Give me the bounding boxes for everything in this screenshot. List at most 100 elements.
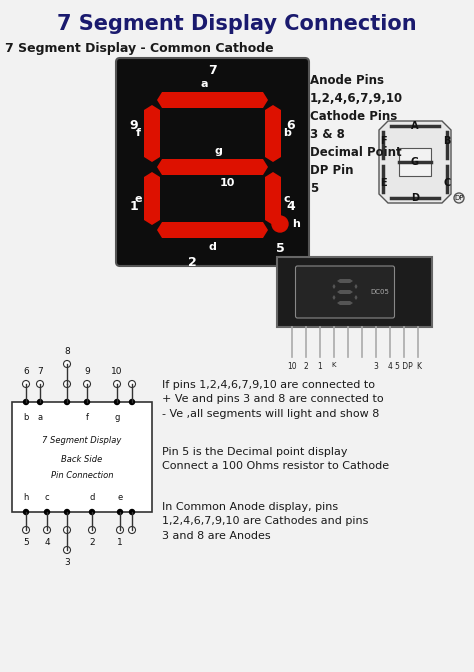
FancyBboxPatch shape — [399, 148, 431, 176]
Circle shape — [129, 509, 135, 515]
Polygon shape — [157, 222, 268, 238]
Polygon shape — [157, 92, 268, 108]
Text: G: G — [411, 157, 419, 167]
Circle shape — [90, 509, 94, 515]
Text: 4: 4 — [388, 362, 392, 371]
Text: C: C — [443, 177, 451, 187]
Circle shape — [22, 380, 29, 388]
Circle shape — [24, 509, 28, 515]
Text: DP: DP — [454, 195, 464, 201]
Polygon shape — [337, 279, 353, 283]
Text: DC05: DC05 — [371, 289, 390, 295]
Circle shape — [129, 399, 135, 405]
Text: 6: 6 — [287, 119, 295, 132]
Text: 9: 9 — [84, 367, 90, 376]
Circle shape — [117, 526, 124, 534]
Polygon shape — [337, 301, 353, 305]
Text: c: c — [283, 194, 290, 204]
Text: e: e — [134, 194, 142, 204]
Circle shape — [64, 509, 70, 515]
Circle shape — [118, 509, 122, 515]
Text: g: g — [114, 413, 120, 421]
Text: F: F — [380, 136, 386, 146]
FancyBboxPatch shape — [277, 257, 432, 327]
Text: D: D — [411, 193, 419, 203]
Text: Pin Connection: Pin Connection — [51, 471, 113, 480]
Text: c: c — [45, 493, 49, 503]
Circle shape — [272, 216, 288, 232]
Text: f: f — [85, 413, 89, 421]
Text: e: e — [118, 493, 123, 503]
Circle shape — [83, 380, 91, 388]
Text: a: a — [201, 79, 208, 89]
Text: A: A — [411, 121, 419, 131]
Text: 7 Segment Display Connection: 7 Segment Display Connection — [57, 14, 417, 34]
Text: h: h — [23, 493, 29, 503]
FancyBboxPatch shape — [116, 58, 309, 266]
Polygon shape — [157, 159, 268, 175]
Circle shape — [64, 380, 71, 388]
Circle shape — [64, 360, 71, 368]
Circle shape — [22, 526, 29, 534]
Circle shape — [45, 509, 49, 515]
Text: 9: 9 — [130, 119, 138, 132]
Text: K: K — [416, 362, 421, 371]
Circle shape — [89, 526, 95, 534]
Text: g: g — [215, 146, 222, 156]
FancyBboxPatch shape — [12, 402, 152, 512]
Text: 3: 3 — [64, 558, 70, 567]
Text: 10: 10 — [287, 362, 296, 371]
Text: 1: 1 — [129, 200, 138, 213]
Text: 10: 10 — [220, 178, 235, 188]
Text: E: E — [380, 177, 386, 187]
Text: 1: 1 — [117, 538, 123, 547]
Circle shape — [64, 526, 71, 534]
Text: 8: 8 — [64, 347, 70, 356]
Polygon shape — [354, 284, 358, 289]
Text: Back Side: Back Side — [61, 455, 103, 464]
Text: 7: 7 — [37, 367, 43, 376]
Text: 3: 3 — [374, 362, 379, 371]
Text: f: f — [136, 128, 140, 138]
Text: B: B — [443, 136, 451, 146]
Text: 5 DP: 5 DP — [395, 362, 413, 371]
Circle shape — [24, 399, 28, 405]
Circle shape — [44, 526, 51, 534]
Text: 10: 10 — [111, 367, 123, 376]
Text: 7 Segment Display - Common Cathode: 7 Segment Display - Common Cathode — [5, 42, 273, 55]
Polygon shape — [354, 295, 358, 300]
Text: If pins 1,2,4,6,7,9,10 are connected to
+ Ve and pins 3 and 8 are connected to
-: If pins 1,2,4,6,7,9,10 are connected to … — [162, 380, 383, 419]
Text: Pin 5 is the Decimal point display
Connect a 100 Ohms resistor to Cathode: Pin 5 is the Decimal point display Conne… — [162, 447, 389, 471]
Text: 2: 2 — [303, 362, 308, 371]
Text: b: b — [23, 413, 29, 421]
Circle shape — [37, 399, 43, 405]
Circle shape — [454, 193, 464, 203]
Text: 7 Segment Display: 7 Segment Display — [42, 436, 122, 445]
Text: a: a — [37, 413, 43, 421]
Polygon shape — [332, 295, 336, 300]
Text: 7: 7 — [208, 63, 217, 77]
Circle shape — [115, 399, 119, 405]
Circle shape — [64, 546, 71, 554]
Text: b: b — [283, 128, 291, 138]
Polygon shape — [144, 172, 160, 225]
Text: h: h — [292, 219, 300, 229]
Text: 2: 2 — [89, 538, 95, 547]
Text: 2: 2 — [188, 255, 197, 269]
Text: 4: 4 — [44, 538, 50, 547]
Text: 5: 5 — [23, 538, 29, 547]
FancyBboxPatch shape — [295, 266, 394, 318]
Polygon shape — [144, 105, 160, 162]
Polygon shape — [265, 172, 281, 225]
Circle shape — [64, 399, 70, 405]
Polygon shape — [337, 290, 353, 294]
Text: In Common Anode display, pins
1,2,4,6,7,9,10 are Cathodes and pins
3 and 8 are A: In Common Anode display, pins 1,2,4,6,7,… — [162, 502, 368, 541]
Text: 6: 6 — [23, 367, 29, 376]
Polygon shape — [379, 121, 451, 203]
Text: d: d — [209, 242, 217, 252]
Text: Anode Pins
1,2,4,6,7,9,10
Cathode Pins
3 & 8
Decimal Point
DP Pin
5: Anode Pins 1,2,4,6,7,9,10 Cathode Pins 3… — [310, 74, 403, 195]
Circle shape — [113, 380, 120, 388]
Text: K: K — [332, 362, 336, 368]
Text: 5: 5 — [275, 241, 284, 255]
Text: d: d — [89, 493, 95, 503]
